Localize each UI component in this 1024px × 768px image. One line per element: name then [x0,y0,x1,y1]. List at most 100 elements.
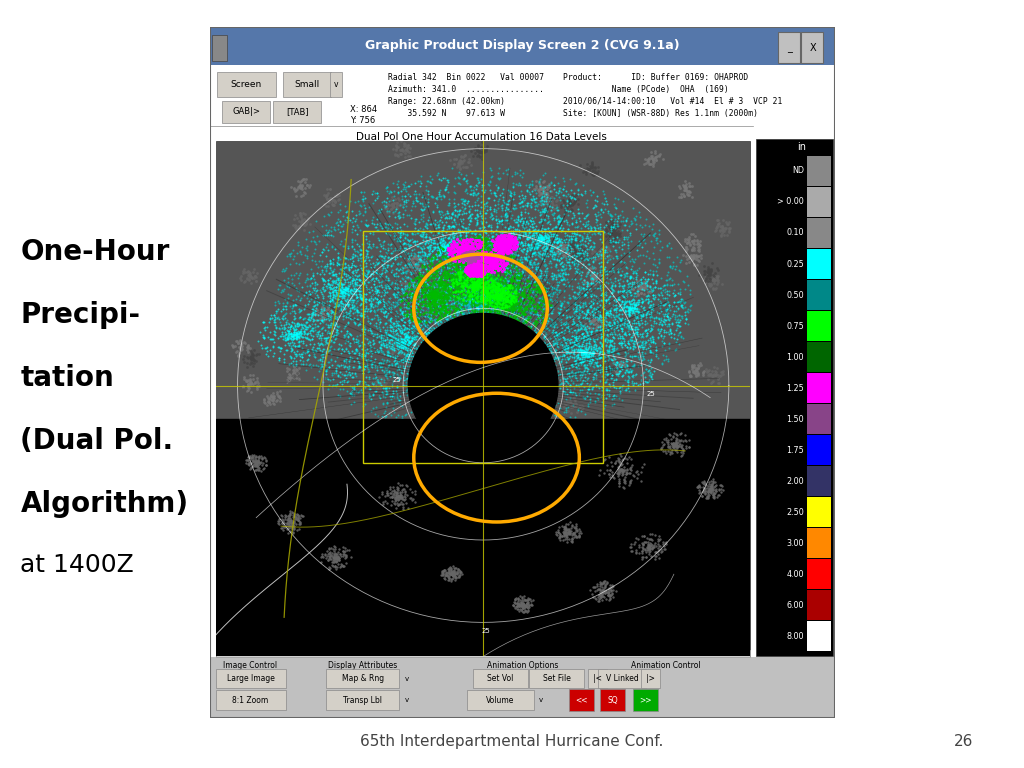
Point [570,488,587,500]
Point [501,293,517,306]
Point [341,298,357,310]
Point [584,275,600,287]
Point [582,336,598,349]
Point [399,372,416,384]
Point [244,445,260,458]
Point [243,378,259,390]
Point [494,239,510,251]
Point [504,260,520,273]
Point [484,249,501,261]
Point [499,244,515,257]
Point [670,459,686,472]
Point [477,296,494,309]
Point [584,306,600,318]
Point [603,262,620,274]
Point [531,333,548,346]
Point [463,214,479,227]
Point [461,236,477,248]
Point [588,270,604,283]
Point [397,488,414,500]
Point [315,283,332,296]
Point [487,274,504,286]
Point [622,620,638,632]
Point [455,241,471,253]
Point [302,288,318,300]
Point [627,314,643,326]
Point [240,626,256,638]
Point [473,298,489,310]
Point [445,274,462,286]
Point [351,598,368,610]
Point [532,558,549,570]
Point [476,311,493,323]
Point [616,317,633,329]
Point [538,310,554,323]
Point [474,250,490,263]
Point [500,279,516,291]
Point [283,329,299,342]
Point [384,221,400,233]
Point [391,340,408,353]
Point [482,237,499,250]
Point [440,454,457,466]
Point [519,597,536,609]
Point [350,616,367,628]
Point [535,232,551,244]
Point [417,313,433,326]
Point [644,542,660,554]
Point [641,364,657,376]
Point [311,255,328,267]
FancyBboxPatch shape [215,669,286,688]
Point [700,267,717,280]
Point [353,617,370,630]
Point [474,292,490,304]
Point [643,223,659,236]
Point [290,514,306,526]
Point [635,310,651,323]
Point [528,229,545,241]
Point [473,264,489,276]
Point [454,277,470,290]
Point [556,215,572,227]
Point [472,263,488,276]
Point [356,191,373,204]
Point [409,300,425,312]
Point [627,299,643,311]
Point [284,421,300,433]
Point [419,241,435,253]
Point [536,372,552,384]
Point [463,270,479,283]
Point [538,299,554,311]
Point [530,223,547,236]
Point [614,538,631,551]
Point [513,364,529,376]
Point [668,439,684,451]
Point [515,364,531,376]
Point [618,350,635,362]
Point [445,260,462,273]
Point [462,267,478,280]
Point [356,199,373,211]
Point [433,576,450,588]
Point [596,467,612,479]
Point [604,286,621,299]
Point [536,198,552,210]
Point [382,194,398,207]
Point [518,254,535,266]
Point [490,320,507,333]
Point [500,243,516,255]
Point [441,568,458,581]
Point [284,505,300,518]
Point [379,362,395,375]
Point [467,279,483,291]
Point [452,268,468,280]
Point [287,420,303,432]
Point [540,197,556,209]
Point [473,276,489,288]
Point [360,245,377,257]
Point [493,295,509,307]
Point [494,230,510,242]
Point [224,458,241,470]
Point [519,339,536,352]
Point [604,228,621,240]
